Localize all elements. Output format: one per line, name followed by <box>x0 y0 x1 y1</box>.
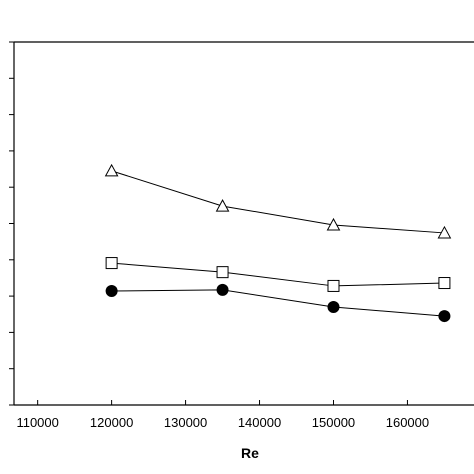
marker-triangle <box>437 225 452 239</box>
marker-circle <box>327 300 340 313</box>
marker-square <box>327 279 340 292</box>
marker-square <box>216 266 229 279</box>
marker-circle <box>105 285 118 298</box>
marker-triangle <box>326 217 341 231</box>
marker-square <box>438 277 451 290</box>
x-tick-label: 160000 <box>386 415 429 430</box>
x-tick-label: 110000 <box>16 415 58 430</box>
series-line <box>111 289 445 317</box>
marker-circle <box>216 283 229 296</box>
series-line <box>111 262 445 287</box>
marker-triangle <box>104 163 119 177</box>
x-tick-label: 120000 <box>90 415 133 430</box>
marker-triangle <box>215 199 230 212</box>
x-tick-label: 130000 <box>164 415 207 430</box>
marker-circle <box>438 310 451 323</box>
x-tick-label: 150000 <box>312 415 355 430</box>
marker-square <box>105 257 118 270</box>
x-tick-label: 140000 <box>238 415 281 430</box>
x-axis-label: Re <box>241 445 259 461</box>
series-line <box>111 170 445 234</box>
